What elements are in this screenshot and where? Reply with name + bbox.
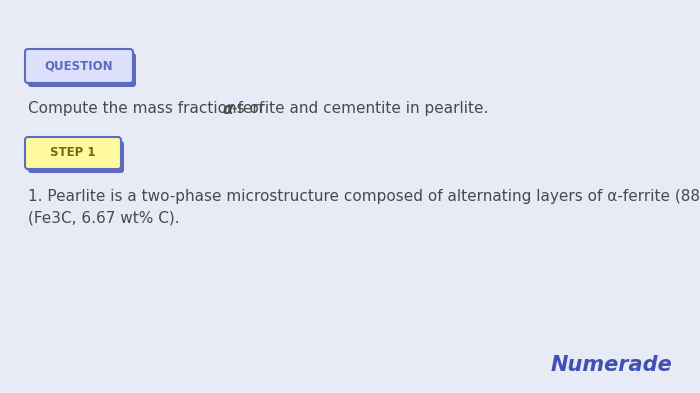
- Text: 1. Pearlite is a two-phase microstructure composed of alternating layers of α-fe: 1. Pearlite is a two-phase microstructur…: [28, 189, 700, 204]
- Text: -ferrite and cementite in pearlite.: -ferrite and cementite in pearlite.: [232, 101, 489, 116]
- FancyBboxPatch shape: [25, 137, 121, 169]
- FancyBboxPatch shape: [28, 141, 124, 173]
- FancyBboxPatch shape: [25, 49, 133, 83]
- Text: Compute the mass fractions of: Compute the mass fractions of: [28, 101, 269, 116]
- Text: Numerade: Numerade: [550, 355, 672, 375]
- Text: α: α: [222, 101, 232, 116]
- FancyBboxPatch shape: [28, 53, 136, 87]
- Text: (Fe3C, 6.67 wt% C).: (Fe3C, 6.67 wt% C).: [28, 211, 180, 226]
- Text: STEP 1: STEP 1: [50, 147, 96, 160]
- Text: QUESTION: QUESTION: [45, 59, 113, 72]
